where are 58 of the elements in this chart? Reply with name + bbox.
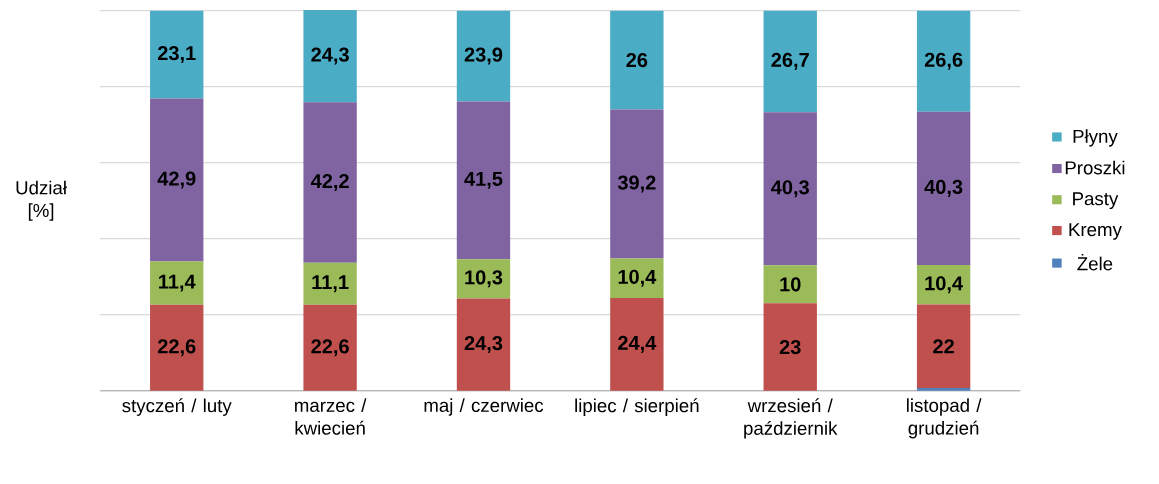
data-label: 26 [626,52,648,68]
data-label: 26,6 [924,52,963,70]
data-label: 23 [779,339,801,355]
legend-label: Pasty [1073,192,1119,209]
bar [916,111,971,265]
bar [763,10,817,113]
bar [763,303,817,391]
data-label: 41,5 [464,171,503,189]
data-label: 40,3 [771,180,809,198]
bar [763,265,817,304]
bar [303,304,357,391]
bar [456,10,511,102]
data-label: 40,3 [924,179,963,197]
x-tick-label: marzec / kwiecień [295,398,367,435]
data-label: 42,2 [310,173,349,191]
x-tick-label: listopad / grudzień [906,398,982,439]
data-label: 23,1 [157,45,196,64]
data-label: 23,9 [464,47,503,65]
x-tick-label: lipiec / sierpień [575,398,699,416]
bar [610,109,664,259]
data-label: 22,6 [311,339,349,357]
data-label: 22,6 [157,339,196,357]
bar [150,304,204,391]
x-tick-label: maj / czerwiec [424,398,544,416]
legend-label: Żele [1077,253,1113,271]
bar [456,298,511,391]
data-label: 24,3 [464,335,503,354]
bar [916,388,971,391]
data-label: 24,3 [311,47,349,65]
bar [916,304,971,389]
bar [303,9,357,103]
bar [610,10,664,110]
data-label: 10,3 [465,270,503,288]
legend-label: Płyny [1073,129,1118,147]
data-label: 24,4 [618,335,657,353]
bar [610,258,664,298]
legend-label: Proszki [1065,160,1125,175]
bar [610,297,664,391]
y-axis-title: Udział [%] [16,180,67,221]
data-label: 11,4 [159,274,196,292]
data-label: 42,9 [157,171,196,189]
x-tick-label: styczeń / luty [122,398,232,416]
data-label: 26,7 [771,52,809,70]
bar [916,10,971,112]
data-label: 39,2 [617,175,656,193]
bar [456,101,511,260]
data-label: 22 [933,339,954,354]
data-label: 10 [780,277,801,292]
data-label: 10,4 [925,276,963,294]
legend-label: Kremy [1069,223,1122,240]
bar [303,262,357,305]
bar [150,98,204,262]
data-label: 10,4 [618,269,657,287]
data-label: 11,1 [312,275,349,293]
bar [150,10,204,99]
x-tick-label: wrzesień / październik [744,398,838,439]
bar [763,112,817,266]
bar [303,102,357,263]
